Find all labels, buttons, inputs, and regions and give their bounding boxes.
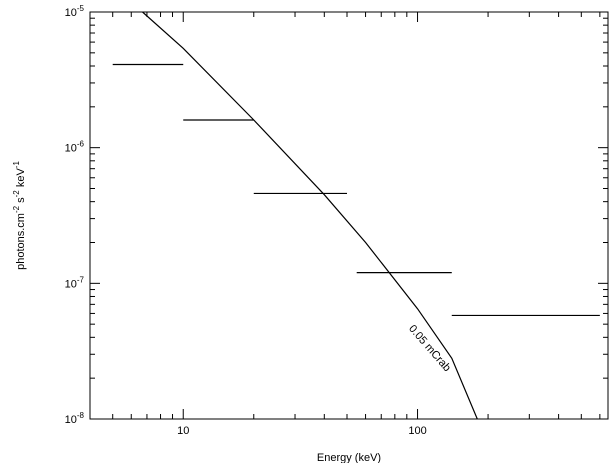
y-tick-label: 10-5	[65, 4, 85, 19]
y-tick-label: 10-8	[65, 411, 85, 426]
series-layer: 0.05 mCrab	[112, 11, 600, 420]
y-axis-label-exp3: -1	[12, 161, 21, 169]
x-axis-label: Energy (keV)	[317, 452, 381, 463]
y-tick-label-exponent: -7	[77, 275, 85, 284]
sensitivity-curve	[142, 11, 478, 420]
y-axis-label-exp1: -2	[12, 205, 21, 213]
y-tick-label: 10-7	[65, 275, 85, 290]
curve-annotation: 0.05 mCrab	[406, 323, 453, 374]
y-tick-label-exponent: -5	[77, 4, 85, 13]
y-tick-label-base: 10	[65, 414, 77, 426]
y-axis-label-exp2: -2	[12, 190, 21, 198]
x-tick-label: 100	[408, 425, 426, 437]
y-axis-label: photons.cm-2 s-2 keV-1	[12, 161, 27, 270]
y-tick-label-exponent: -8	[77, 411, 85, 420]
y-tick-label-base: 10	[65, 143, 77, 155]
y-tick-label-base: 10	[65, 7, 77, 19]
y-axis-label-base: photons.cm	[15, 213, 27, 270]
y-axis-label-mid1: s	[15, 197, 27, 206]
x-tick-label: 10	[177, 425, 189, 437]
y-axis-label-mid2: keV	[15, 168, 27, 191]
plot-frame	[89, 11, 609, 420]
y-tick-label-base: 10	[65, 278, 77, 290]
tick-marks	[89, 11, 608, 420]
y-tick-label: 10-6	[65, 140, 85, 155]
y-tick-label-exponent: -6	[77, 140, 85, 149]
